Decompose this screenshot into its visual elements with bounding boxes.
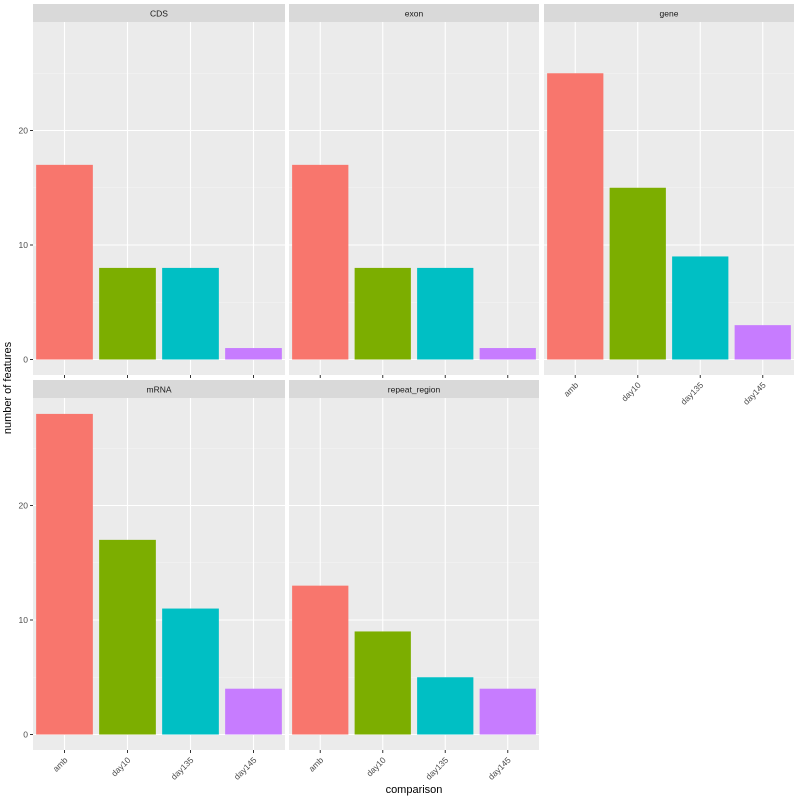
y-tick-label: 10 bbox=[19, 240, 29, 250]
x-tick-label-day10: day10 bbox=[619, 380, 643, 404]
x-tick-label-day145: day145 bbox=[741, 380, 768, 407]
bar-CDS-day135 bbox=[162, 267, 219, 360]
x-tick-label-day135: day135 bbox=[678, 380, 705, 407]
bar-exon-day135 bbox=[417, 267, 474, 360]
bar-mRNA-amb bbox=[36, 413, 93, 735]
bar-exon-day145 bbox=[479, 348, 536, 360]
x-tick-label-amb: amb bbox=[306, 755, 325, 774]
x-tick-label-day10: day10 bbox=[109, 755, 133, 779]
bar-repeat_region-day145 bbox=[479, 688, 536, 735]
facet-title-gene: gene bbox=[660, 9, 679, 19]
y-tick-label: 20 bbox=[19, 126, 29, 136]
x-tick-label-day135: day135 bbox=[423, 755, 450, 782]
facet-title-CDS: CDS bbox=[150, 9, 168, 19]
bar-CDS-amb bbox=[36, 164, 93, 360]
bar-gene-day145 bbox=[734, 325, 791, 360]
bar-exon-amb bbox=[292, 164, 349, 360]
bar-gene-day10 bbox=[609, 187, 666, 360]
x-tick-label-day145: day145 bbox=[486, 755, 513, 782]
facet-title-mRNA: mRNA bbox=[146, 385, 171, 395]
x-tick-label-day135: day135 bbox=[169, 755, 196, 782]
bar-mRNA-day135 bbox=[162, 608, 219, 735]
bar-CDS-day145 bbox=[225, 348, 282, 360]
x-tick-label-amb: amb bbox=[561, 380, 580, 399]
y-tick-label: 0 bbox=[23, 730, 28, 740]
facet-strip-mRNA bbox=[33, 380, 285, 398]
facet-strip-gene bbox=[544, 4, 794, 22]
y-axis-title: number of features bbox=[2, 341, 14, 434]
x-tick-label-amb: amb bbox=[51, 755, 70, 774]
x-axis-title: comparison bbox=[386, 784, 443, 796]
y-tick-label: 0 bbox=[23, 355, 28, 365]
facet-title-exon: exon bbox=[405, 9, 424, 19]
x-tick-label-day10: day10 bbox=[364, 755, 388, 779]
bar-mRNA-day145 bbox=[225, 688, 282, 735]
facet-strip-exon bbox=[289, 4, 539, 22]
facet-strip-repeat_region bbox=[289, 380, 539, 398]
facet-strip-CDS bbox=[33, 4, 285, 22]
bar-exon-day10 bbox=[354, 267, 411, 360]
bar-repeat_region-amb bbox=[292, 585, 349, 735]
bar-mRNA-day10 bbox=[99, 539, 156, 735]
bar-repeat_region-day135 bbox=[417, 677, 474, 735]
y-tick-label: 10 bbox=[19, 615, 29, 625]
bar-CDS-day10 bbox=[99, 267, 156, 360]
bar-gene-day135 bbox=[672, 256, 729, 360]
bar-repeat_region-day10 bbox=[354, 631, 411, 735]
bar-gene-amb bbox=[547, 73, 604, 360]
facet-title-repeat_region: repeat_region bbox=[388, 385, 441, 395]
x-tick-label-day145: day145 bbox=[232, 755, 259, 782]
y-tick-label: 20 bbox=[19, 501, 29, 511]
